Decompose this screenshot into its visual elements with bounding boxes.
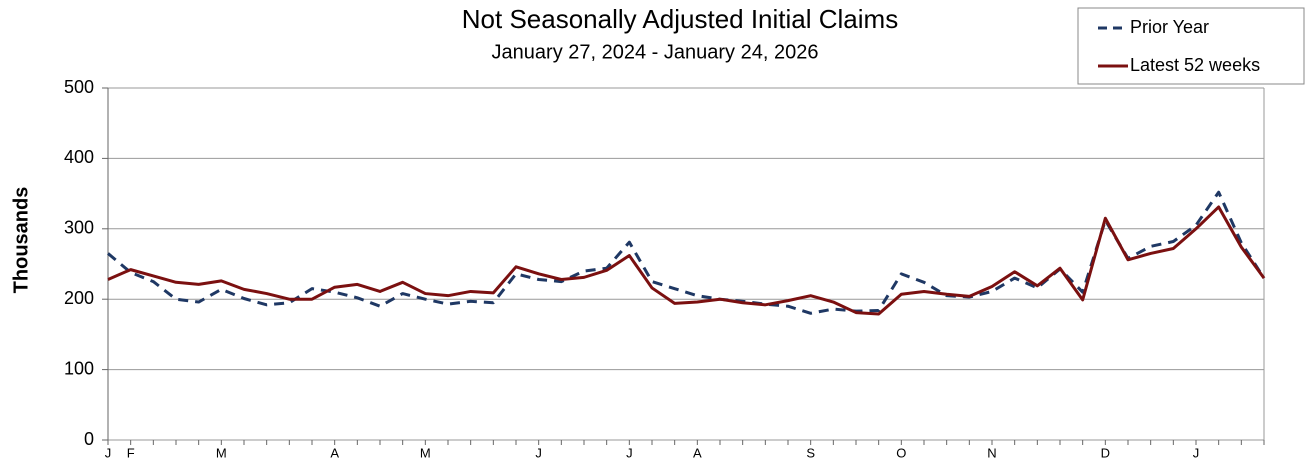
y-tick-label: 0 (84, 429, 94, 449)
y-tick-label: 300 (64, 218, 94, 238)
x-tick-label: F (127, 445, 135, 460)
legend-label: Latest 52 weeks (1130, 55, 1260, 75)
y-tick-label: 500 (64, 77, 94, 97)
y-axis-title: Thousands (10, 187, 32, 294)
x-tick-label: A (693, 445, 702, 460)
x-tick-label: M (420, 445, 431, 460)
legend-box (1077, 7, 1305, 85)
series-line (107, 205, 1266, 316)
x-tick-label: D (1101, 445, 1110, 460)
legend-label: Prior Year (1130, 17, 1209, 37)
x-tick-label: S (806, 445, 815, 460)
x-tick-label: J (1193, 445, 1200, 460)
x-tick-label: J (626, 445, 633, 460)
y-tick-label: 200 (64, 288, 94, 308)
series-line (107, 190, 1266, 315)
y-tick-label: 400 (64, 147, 94, 167)
x-tick-label: J (535, 445, 542, 460)
chart-subtitle: January 27, 2024 - January 24, 2026 (492, 41, 819, 63)
x-tick-label: A (330, 445, 339, 460)
x-tick-label: M (216, 445, 227, 460)
chart-title: Not Seasonally Adjusted Initial Claims (462, 4, 898, 34)
x-tick-label: J (105, 445, 112, 460)
y-tick-label: 100 (64, 358, 94, 378)
x-tick-label: O (896, 445, 906, 460)
x-tick-label: N (987, 445, 996, 460)
